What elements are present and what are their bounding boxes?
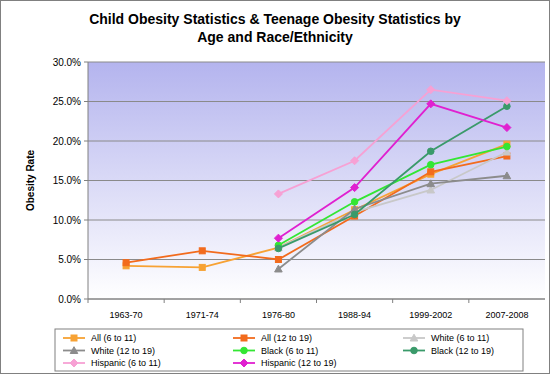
legend-marker	[410, 334, 418, 341]
title-line: Age and Race/Ethnicity	[197, 29, 353, 45]
grid-line	[88, 180, 545, 181]
data-point	[427, 180, 435, 187]
data-point	[274, 234, 282, 242]
data-point	[427, 161, 434, 168]
series-line	[278, 176, 507, 269]
series-line	[278, 147, 507, 246]
legend-label: Black (6 to 11)	[261, 346, 318, 356]
data-point	[199, 264, 205, 270]
x-tick	[88, 299, 89, 303]
y-tick-label: 0.0%	[58, 294, 81, 305]
data-point	[503, 172, 511, 179]
grid-line	[88, 141, 545, 142]
data-point	[427, 186, 435, 193]
x-tick-label: 1971-74	[186, 310, 219, 320]
x-tick	[240, 299, 241, 303]
series-line	[126, 156, 507, 263]
x-tick	[392, 299, 393, 303]
legend-marker	[71, 335, 77, 341]
y-tick	[84, 62, 88, 63]
title-line: Child Obesity Statistics & Teenage Obesi…	[89, 11, 461, 27]
data-point	[351, 211, 358, 218]
data-point	[199, 248, 205, 254]
y-tick	[84, 220, 88, 221]
x-tick-label: 1988-94	[338, 310, 371, 320]
legend-marker	[241, 335, 247, 341]
y-tick	[84, 299, 88, 300]
legend-label: White (12 to 19)	[91, 346, 155, 356]
data-point	[123, 260, 129, 266]
series-group	[123, 86, 511, 272]
legend-marker	[411, 347, 418, 354]
legend-marker	[70, 359, 78, 367]
chart: Child Obesity Statistics & Teenage Obesi…	[0, 0, 550, 374]
grid-line	[88, 220, 545, 221]
data-point	[427, 148, 434, 155]
data-point	[351, 199, 358, 206]
legend-label: Hispanic (6 to 11)	[91, 358, 161, 368]
series-line	[278, 106, 507, 248]
y-tick-label: 30.0%	[53, 57, 81, 68]
x-tick-label: 2007-2008	[485, 310, 528, 320]
series-line	[278, 90, 507, 194]
data-point	[428, 169, 434, 175]
legend-label: All (12 to 19)	[261, 333, 312, 343]
data-point	[503, 124, 511, 132]
legend-marker	[70, 347, 78, 354]
data-point	[351, 157, 359, 165]
x-tick	[316, 299, 317, 303]
y-tick	[84, 180, 88, 181]
x-tick	[468, 299, 469, 303]
y-tick-label: 25.0%	[53, 96, 81, 107]
data-point	[504, 143, 511, 150]
data-point	[274, 190, 282, 198]
y-axis-label: Obesity Rate	[25, 149, 36, 211]
grid-line	[88, 259, 545, 260]
y-tick-label: 10.0%	[53, 215, 81, 226]
x-tick-label: 1976-80	[262, 310, 295, 320]
data-point	[275, 245, 282, 252]
grid-line	[88, 62, 545, 63]
series-line	[278, 104, 507, 238]
chart-frame	[1, 1, 550, 374]
legend-marker	[241, 347, 248, 354]
plot-area	[88, 62, 545, 299]
data-point	[427, 100, 435, 108]
y-tick	[84, 141, 88, 142]
x-tick-label: 1999-2002	[409, 310, 452, 320]
y-tick-label: 20.0%	[53, 136, 81, 147]
legend-label: All (6 to 11)	[91, 333, 136, 343]
x-tick	[164, 299, 165, 303]
y-tick-label: 5.0%	[58, 254, 81, 265]
x-tick-label: 1963-70	[110, 310, 143, 320]
legend-marker	[240, 359, 248, 367]
data-point	[275, 265, 283, 272]
grid-line	[88, 101, 545, 102]
data-point	[503, 97, 511, 105]
series-line	[126, 144, 507, 267]
data-point	[427, 86, 435, 94]
data-point	[275, 257, 281, 263]
y-tick-label: 15.0%	[53, 175, 81, 186]
data-point	[351, 184, 359, 192]
legend-box	[55, 329, 523, 371]
legend-label: Black (12 to 19)	[431, 346, 494, 356]
y-axis-line	[88, 62, 89, 299]
legend-label: White (6 to 11)	[431, 333, 489, 343]
y-tick	[84, 101, 88, 102]
title: Child Obesity Statistics & Teenage Obesi…	[89, 11, 461, 45]
legend-label: Hispanic (12 to 19)	[261, 358, 337, 368]
y-tick	[84, 259, 88, 260]
